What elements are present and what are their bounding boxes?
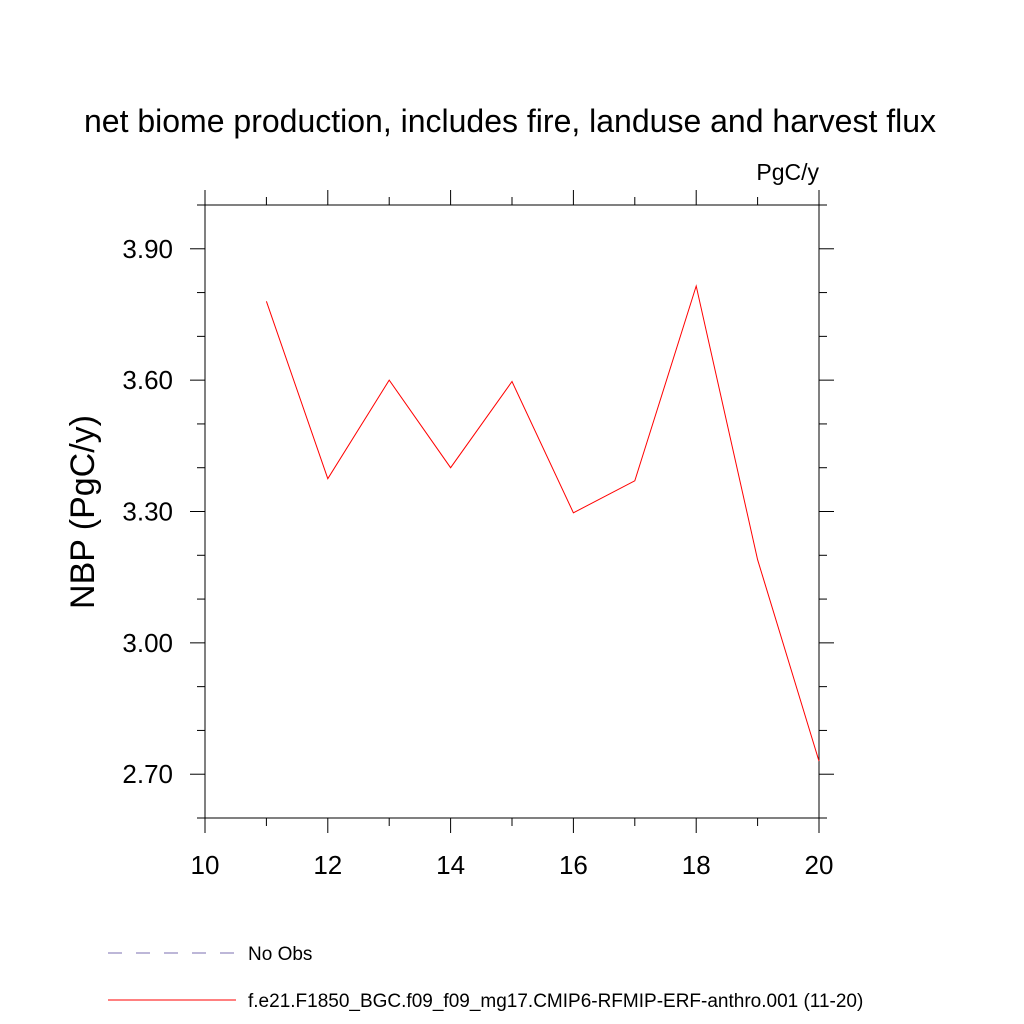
x-tick-label: 16 (559, 850, 588, 880)
y-axis-label: NBP (PgC/y) (64, 415, 102, 609)
legend-no-obs-label: No Obs (248, 944, 312, 965)
y-tick-label: 3.90 (122, 234, 173, 264)
x-tick-labels: 10 12 14 16 18 20 (191, 850, 834, 880)
units-label: PgC/y (756, 159, 819, 185)
axis-ticks (190, 190, 834, 833)
plot-frame (204, 204, 820, 819)
x-tick-label: 18 (682, 850, 711, 880)
legend-series-label: f.e21.F1850_BGC.f09_f09_mg17.CMIP6-RFMIP… (248, 991, 863, 1012)
legend: No Obs f.e21.F1850_BGC.f09_f09_mg17.CMIP… (108, 944, 863, 1012)
x-tick-label: 14 (436, 850, 465, 880)
x-tick-label: 10 (191, 850, 220, 880)
chart-title: net biome production, includes fire, lan… (84, 103, 936, 139)
x-tick-label: 20 (805, 850, 834, 880)
y-tick-label: 3.30 (122, 497, 173, 527)
y-tick-label: 3.00 (122, 628, 173, 658)
y-tick-label: 3.60 (122, 365, 173, 395)
series-line (265, 284, 820, 762)
y-tick-label: 2.70 (122, 759, 173, 789)
series-layer (265, 284, 820, 762)
x-tick-label: 12 (313, 850, 342, 880)
y-tick-labels: 2.70 3.00 3.30 3.60 3.90 (122, 234, 173, 789)
